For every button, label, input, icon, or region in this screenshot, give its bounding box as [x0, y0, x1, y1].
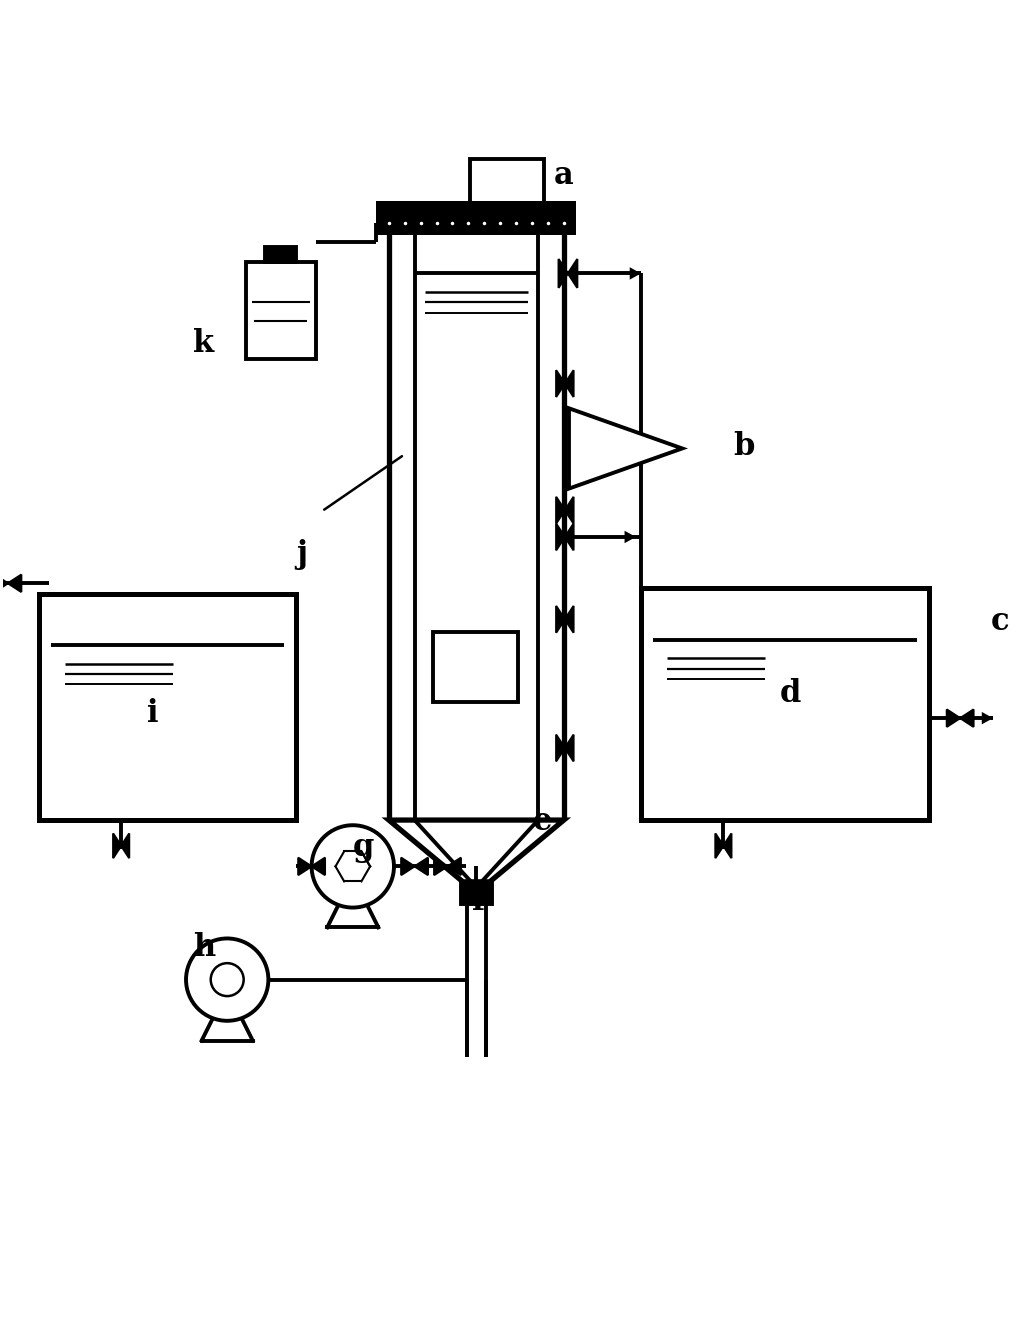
Text: b: b	[734, 431, 756, 461]
Bar	[433, 631, 518, 701]
Circle shape	[312, 826, 394, 908]
Polygon shape	[947, 709, 974, 727]
Text: g: g	[353, 832, 375, 863]
Bar	[641, 588, 929, 820]
Polygon shape	[629, 267, 641, 280]
Polygon shape	[113, 834, 129, 859]
Polygon shape	[556, 370, 573, 398]
Polygon shape	[624, 531, 635, 543]
Circle shape	[186, 938, 268, 1021]
Polygon shape	[300, 860, 312, 873]
Bar	[470, 159, 544, 210]
Polygon shape	[556, 606, 573, 633]
Polygon shape	[434, 857, 461, 875]
Text: f: f	[471, 885, 484, 917]
Bar	[265, 247, 296, 262]
Bar	[245, 262, 316, 359]
Text: h: h	[194, 931, 215, 963]
Circle shape	[211, 963, 243, 996]
Bar	[377, 201, 576, 235]
Polygon shape	[298, 857, 325, 875]
Polygon shape	[569, 408, 682, 489]
Bar	[38, 593, 296, 820]
Polygon shape	[0, 575, 22, 592]
Text: j: j	[296, 539, 307, 569]
Text: a: a	[554, 160, 573, 190]
Text: e: e	[533, 806, 553, 838]
Text: i: i	[147, 699, 158, 729]
Text: c: c	[992, 605, 1010, 637]
Polygon shape	[556, 523, 573, 551]
Polygon shape	[715, 834, 732, 859]
Polygon shape	[402, 857, 427, 875]
Polygon shape	[982, 712, 994, 724]
Bar	[461, 882, 492, 905]
Polygon shape	[556, 734, 573, 761]
Polygon shape	[556, 497, 573, 523]
Bar	[265, 247, 296, 262]
Text: k: k	[194, 328, 214, 359]
Polygon shape	[452, 860, 464, 873]
Text: d: d	[780, 678, 801, 708]
Polygon shape	[389, 820, 564, 882]
Polygon shape	[559, 259, 578, 288]
